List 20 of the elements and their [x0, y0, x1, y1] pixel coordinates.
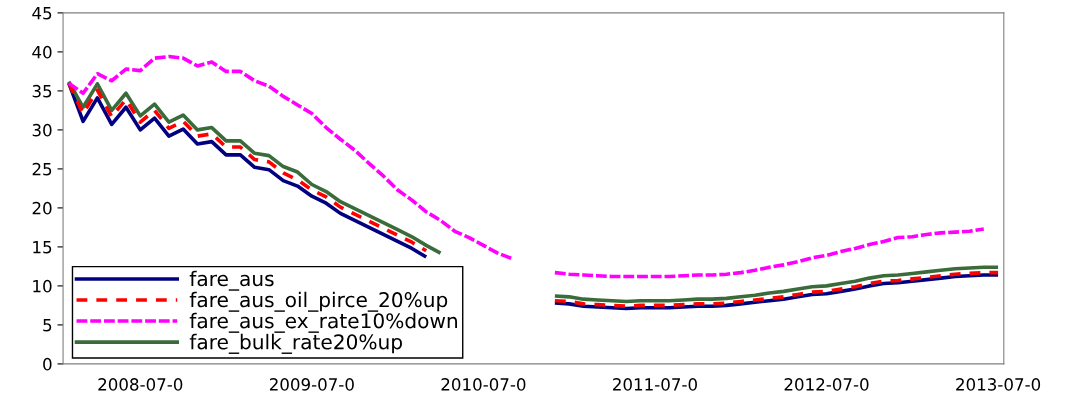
x-tick-label: 2010-07-0	[441, 378, 526, 391]
x-tick-label: 2012-07-0	[784, 378, 869, 391]
x-tick-label: 2013-07-0	[956, 378, 1041, 391]
y-tick-label: 5	[43, 319, 52, 332]
y-tick-label: 25	[32, 162, 52, 176]
y-tick-label: 45	[32, 7, 52, 20]
y-tick-label: 0	[43, 357, 52, 371]
x-tick-label: 2011-07-0	[613, 378, 697, 391]
y-tick-label: 15	[33, 241, 52, 254]
x-tick-label: 2008-07-0	[98, 378, 183, 391]
y-tick-label: 10	[33, 279, 52, 293]
legend-label: fare_aus	[189, 270, 274, 291]
legend-label: fare_aus_ex_rate10%down	[189, 312, 457, 333]
legend-label: fare_aus_oil_pirce_20%up	[189, 291, 448, 312]
y-tick-label: 30	[32, 123, 52, 137]
y-tick-label: 20	[32, 201, 52, 215]
y-tick-label: 35	[32, 84, 52, 98]
x-tick-label: 2009-07-0	[269, 378, 354, 391]
y-tick-label: 40	[32, 45, 52, 59]
legend-label: fare_bulk_rate20%up	[189, 333, 402, 354]
